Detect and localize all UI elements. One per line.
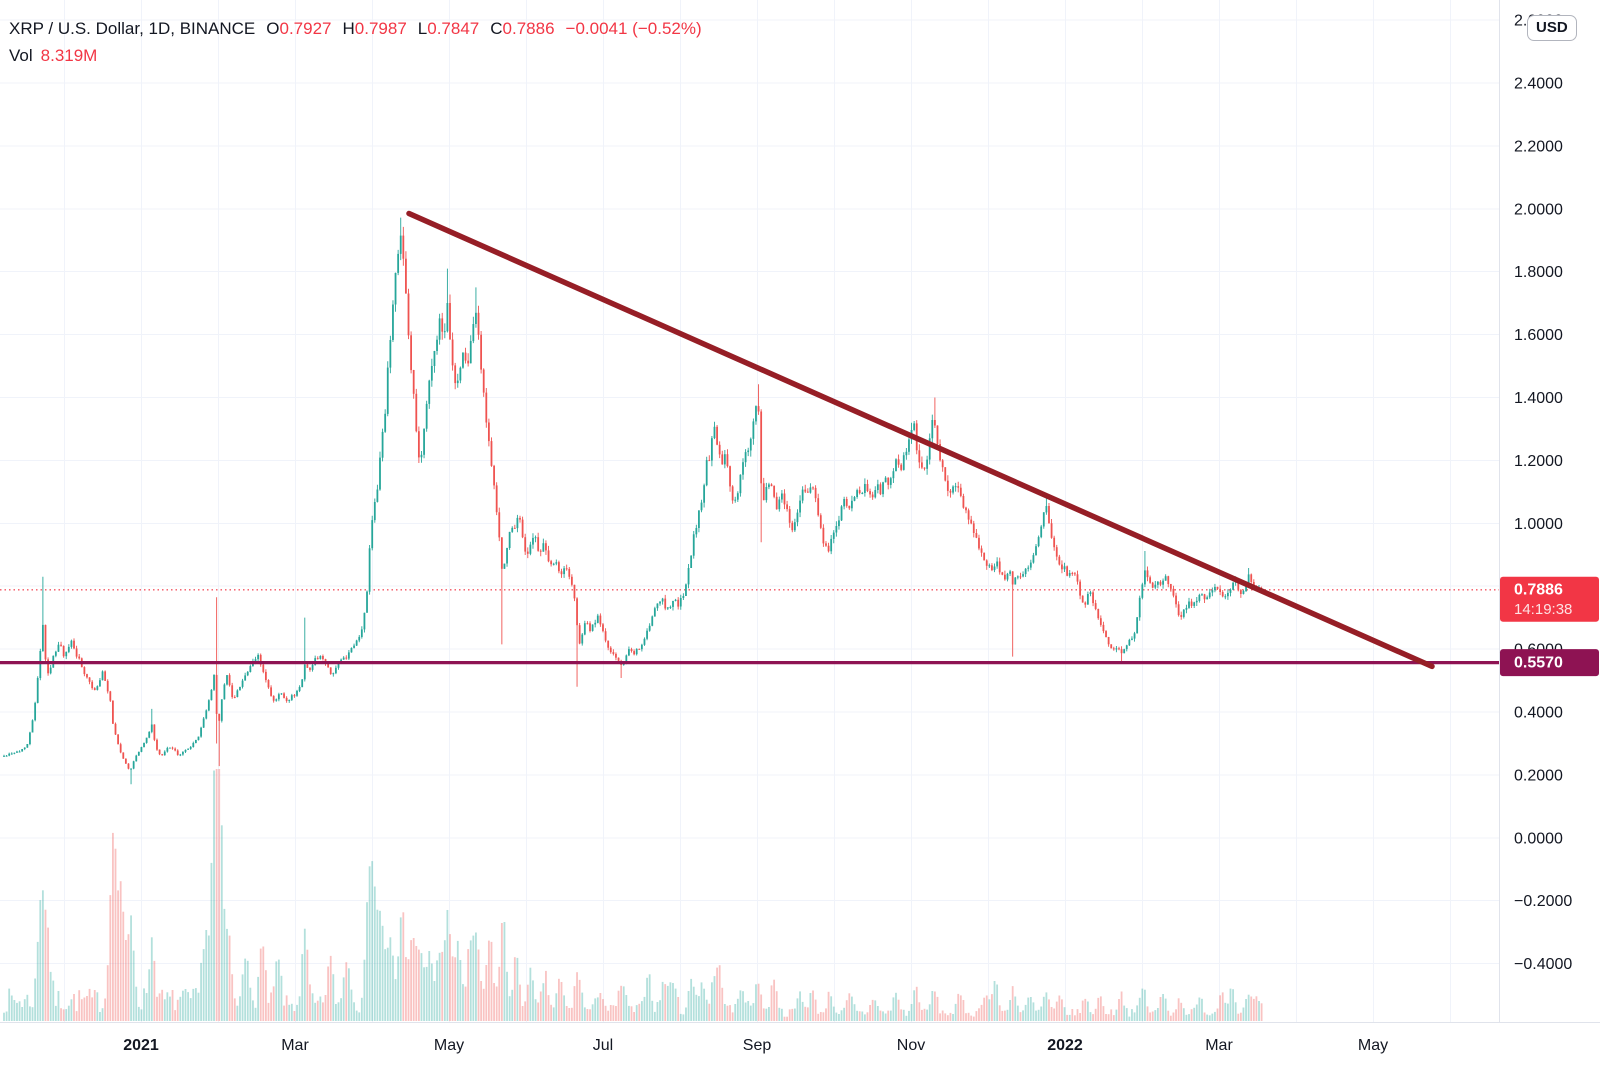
price-tick-label: 0.4000 <box>1514 705 1563 722</box>
svg-text:14:19:38: 14:19:38 <box>1514 601 1572 618</box>
candlesticks <box>3 217 1263 785</box>
volume-label: Vol <box>9 46 33 65</box>
close-label: C <box>490 19 503 38</box>
low-label: L <box>417 19 428 38</box>
symbol-legend: XRP / U.S. Dollar, 1D, BINANCE O0.7927 H0.… <box>9 15 702 69</box>
price-tick-label: 1.6000 <box>1514 327 1563 344</box>
price-tick-label: 0.0000 <box>1514 830 1563 847</box>
change-value: −0.0041 (−0.52%) <box>565 19 702 38</box>
high-value: 0.7987 <box>354 19 407 38</box>
open-value: 0.7927 <box>279 19 332 38</box>
price-tick-label: 1.8000 <box>1514 264 1563 281</box>
time-tick-label: Jul <box>593 1037 613 1054</box>
open-label: O <box>266 19 280 38</box>
price-tick-label: 1.4000 <box>1514 390 1563 407</box>
price-tick-label: 2.4000 <box>1514 76 1563 93</box>
volume-value: 8.319M <box>40 46 98 65</box>
high-label: H <box>342 19 355 38</box>
price-tick-label: 1.2000 <box>1514 453 1563 470</box>
symbol-title: XRP / U.S. Dollar, 1D, BINANCE <box>9 19 256 38</box>
price-tick-label: 0.2000 <box>1514 767 1563 784</box>
time-tick-label: Sep <box>743 1037 772 1054</box>
low-value: 0.7847 <box>427 19 480 38</box>
price-tick-label: 2.2000 <box>1514 138 1563 155</box>
close-value: 0.7886 <box>502 19 555 38</box>
time-axis[interactable]: 2021 Mar May Jul Sep Nov 2022 Mar May <box>0 1022 1600 1070</box>
svg-text:0.7886: 0.7886 <box>1514 581 1563 598</box>
gridlines <box>0 0 1499 1022</box>
time-tick-label: May <box>1358 1037 1388 1054</box>
time-tick-label: Mar <box>281 1037 309 1054</box>
time-tick-label: Nov <box>897 1037 925 1054</box>
descending-trendline[interactable] <box>406 210 1435 670</box>
svg-text:0.5570: 0.5570 <box>1514 655 1563 672</box>
currency-toggle-button[interactable]: USD <box>1527 15 1577 41</box>
volume-pane <box>3 769 1263 1021</box>
last-price-badge: 0.7886 14:19:38 <box>1500 576 1599 622</box>
time-tick-label: Mar <box>1205 1037 1233 1054</box>
price-tick-label: −0.4000 <box>1514 956 1572 973</box>
price-tick-label: 2.0000 <box>1514 201 1563 218</box>
time-tick-label: 2022 <box>1047 1037 1083 1054</box>
legend-ohlc-row: XRP / U.S. Dollar, 1D, BINANCE O0.7927 H0.… <box>9 15 702 42</box>
legend-volume-row: Vol 8.319M <box>9 42 702 69</box>
time-tick-label: 2021 <box>123 1037 159 1054</box>
support-level-badge: 0.5570 <box>1500 649 1599 677</box>
time-tick-label: May <box>434 1037 464 1054</box>
price-tick-label: 1.0000 <box>1514 516 1563 533</box>
price-tick-label: −0.2000 <box>1514 893 1572 910</box>
price-axis[interactable]: 2.60002.40002.20002.00001.80001.60001.40… <box>1499 0 1600 1070</box>
